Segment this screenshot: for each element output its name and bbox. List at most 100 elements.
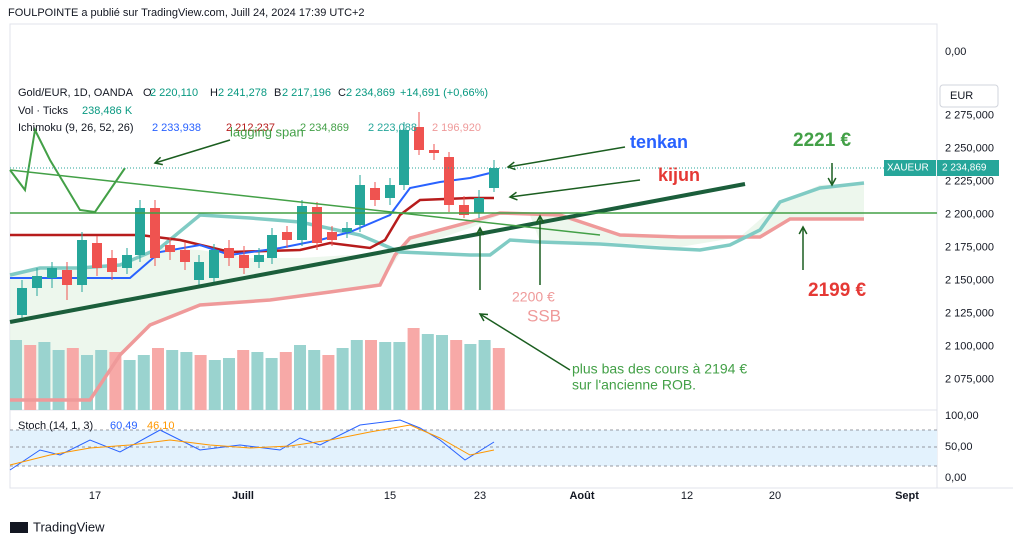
tag-symbol: XAUEUR	[887, 163, 929, 174]
volume-bar	[38, 342, 51, 410]
candle-body	[429, 150, 439, 153]
candle-body	[32, 276, 42, 288]
arrow-tenkan-head	[506, 161, 516, 171]
time-label: 23	[474, 490, 486, 502]
tag-price: 2 234,869	[942, 163, 987, 174]
annotation: tenkan	[630, 132, 688, 152]
candle-body	[312, 207, 322, 243]
candle-body	[224, 248, 234, 258]
price-label: 2 200,000	[945, 208, 994, 220]
candle-body	[474, 198, 484, 213]
candle-body	[194, 262, 204, 280]
volume-bar	[251, 352, 264, 410]
currency-button	[939, 84, 999, 108]
legend-ichimoku-value: 2 234,869	[300, 122, 349, 134]
volume-bar	[421, 334, 434, 410]
volume-zero: 0,00	[945, 46, 966, 58]
annotation: 2200 €	[512, 289, 555, 305]
arrow-lagging	[154, 139, 231, 164]
stoch-label: Stoch (14, 1, 3)	[18, 420, 93, 432]
time-label: 15	[384, 490, 396, 502]
kijun	[10, 196, 494, 254]
trend-desc	[9, 169, 601, 236]
price-tag	[937, 160, 999, 176]
candle-body	[209, 250, 219, 278]
volume-bar	[464, 344, 477, 410]
volume-bar	[322, 355, 335, 410]
arrow-low	[479, 313, 571, 371]
volume-bar	[52, 350, 65, 410]
volume-bar	[223, 358, 235, 410]
candle-body	[385, 185, 395, 198]
volume-bar	[194, 355, 207, 410]
candle-body	[282, 232, 292, 240]
volume-bar	[208, 360, 221, 410]
time-label: Juill	[232, 490, 254, 502]
candle-body	[150, 208, 160, 258]
header-title: FOULPOINTE a publié sur TradingView.com,…	[8, 7, 365, 19]
candle-body	[17, 288, 27, 315]
time-label: 17	[89, 490, 101, 502]
price-label: 2 150,000	[945, 274, 994, 286]
legend-symbol: Gold/EUR, 1D, OANDA	[18, 87, 134, 99]
candle-body	[77, 240, 87, 285]
legend-volume: Vol · Ticks	[18, 105, 69, 117]
volume-bar	[350, 340, 363, 410]
volume-bar	[436, 335, 448, 410]
annotation: kijun	[658, 165, 700, 185]
time-label: Sept	[895, 490, 919, 502]
candle-body	[342, 228, 352, 232]
volume-bar	[180, 352, 193, 410]
volume-bar	[152, 348, 164, 410]
volume-bar	[492, 348, 505, 410]
annotation: 2199 €	[808, 280, 867, 301]
candle-body	[444, 157, 454, 205]
arrow-ssb-head	[535, 214, 545, 224]
legend-ichimoku-value: 2 212,237	[226, 122, 275, 134]
stoch-d-value: 46,10	[147, 420, 175, 432]
volume-bar	[407, 328, 420, 410]
arrow-low2-head	[475, 226, 485, 236]
legend-c: C	[338, 87, 346, 99]
volume-bar	[265, 358, 278, 410]
trend-support	[9, 182, 746, 324]
currency: EUR	[950, 90, 973, 102]
legend-open: 2 220,110	[150, 87, 198, 99]
price-tag-symbol	[884, 160, 936, 176]
candle-body	[399, 130, 409, 185]
candle-body	[135, 208, 145, 255]
legend-o: O	[143, 87, 152, 99]
stoch-d	[9, 424, 495, 466]
price-label: 2 175,000	[945, 241, 994, 253]
legend-b: B	[274, 87, 281, 99]
arrow-2221-head	[827, 177, 837, 187]
volume-bar	[10, 340, 22, 410]
legend-low: 2 217,196	[282, 87, 331, 99]
time-label: 12	[681, 490, 693, 502]
candle-body	[267, 235, 277, 258]
legend-ichimoku-value: 2 196,920	[432, 122, 481, 134]
annotation: SSB	[527, 306, 561, 325]
candle-body	[92, 243, 102, 268]
volume-bar	[379, 342, 392, 410]
stoch-band	[10, 430, 937, 466]
volume-bar	[365, 340, 377, 410]
price-label: 2 100,000	[945, 340, 994, 352]
price-label: 2 275,000	[945, 109, 994, 121]
annotation: plus bas des cours à 2194 €	[572, 361, 747, 377]
volume-bar	[279, 352, 292, 410]
legend-ichimoku: Ichimoku (9, 26, 52, 26)	[18, 122, 134, 134]
volume-bar	[166, 350, 179, 410]
time-label: 20	[769, 490, 781, 502]
volume-bar	[336, 348, 349, 410]
legend-ichimoku-value: 2 233,938	[152, 122, 201, 134]
volume-bar	[24, 345, 37, 410]
price-label: 2 125,000	[945, 307, 994, 319]
candle-body	[355, 185, 365, 225]
volume-bar	[308, 350, 321, 410]
volume-bar	[81, 355, 93, 410]
lagging	[9, 126, 126, 214]
volume-bar	[137, 355, 150, 410]
volume-bar	[237, 350, 250, 410]
arrow-2199-head	[798, 225, 808, 235]
